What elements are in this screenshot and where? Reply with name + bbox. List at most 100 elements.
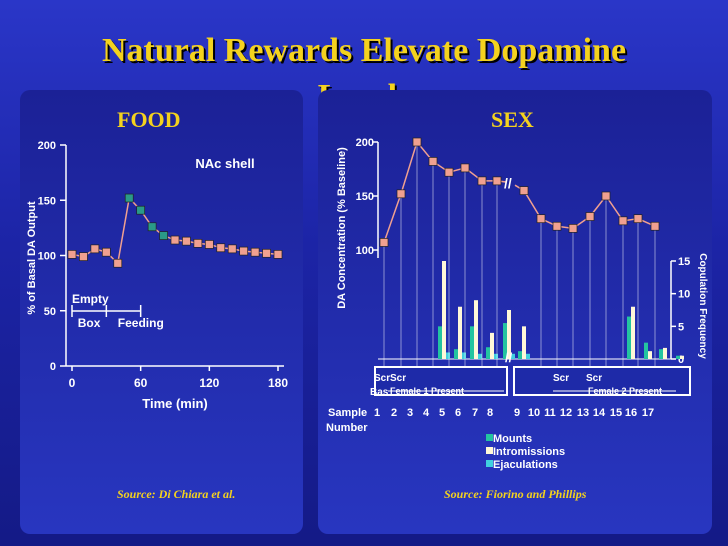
sex-x-tick-label: 3 xyxy=(407,407,413,419)
sex-bar xyxy=(522,326,526,359)
food-annotation: NAc shell xyxy=(195,156,254,171)
sex-bar xyxy=(494,353,498,359)
sex-x-tick-label: 15 xyxy=(610,407,622,419)
sex-bar xyxy=(526,353,530,359)
sex-x-tick-label: 16 xyxy=(625,407,637,419)
sex-data-point xyxy=(379,238,389,247)
food-data-point xyxy=(101,247,111,257)
sex-phase-label: Scr xyxy=(390,373,406,384)
sex-y2-tick-label: 5 xyxy=(678,321,684,333)
sex-subtitle: SEX xyxy=(491,107,534,132)
sex-x-tick-label: 14 xyxy=(593,407,606,419)
food-y-axis-title: % of Basal DA Output xyxy=(26,201,38,315)
sex-x-tick-label: 5 xyxy=(439,407,445,419)
sex-bar xyxy=(442,261,446,359)
sex-bar xyxy=(644,342,648,359)
sex-bar xyxy=(454,349,458,359)
sex-data-point xyxy=(460,163,470,173)
sex-panel xyxy=(318,90,712,534)
sex-x-tick-label: 10 xyxy=(528,407,540,419)
sex-bar xyxy=(474,300,478,359)
sex-x-tick-label: 4 xyxy=(423,407,430,419)
sex-data-point xyxy=(477,176,487,186)
sex-x-tick-label: 13 xyxy=(577,407,589,419)
food-y-tick-label: 150 xyxy=(38,195,56,207)
sex-y2-axis-title: Copulation Frequency xyxy=(697,253,708,359)
food-y-tick-label: 100 xyxy=(38,251,56,263)
sex-y-axis-title: DA Concentration (% Baseline) xyxy=(336,147,348,309)
sex-data-point xyxy=(492,176,502,186)
sex-bar xyxy=(659,349,663,359)
sex-legend-swatch xyxy=(486,460,493,467)
sex-x-tick-label: 12 xyxy=(560,407,572,419)
sex-x-tick-label: 1 xyxy=(374,407,380,419)
sex-phase-label: Scr xyxy=(374,373,390,384)
sex-x-tick-label: 9 xyxy=(514,407,520,419)
food-data-point xyxy=(216,243,226,253)
sex-data-point xyxy=(412,137,422,147)
food-x-axis-title: Time (min) xyxy=(142,396,208,411)
sex-y2-tick-label: 0 xyxy=(678,354,684,366)
sex-bar xyxy=(478,353,482,359)
sex-bar xyxy=(648,351,652,359)
sex-bar xyxy=(462,352,466,359)
sex-data-point xyxy=(633,214,643,224)
sex-source: Source: Fiorino and Phillips xyxy=(444,487,587,501)
sex-axis-break: // xyxy=(505,350,513,365)
sex-legend-label: Ejaculations xyxy=(493,459,558,471)
food-data-point xyxy=(159,231,168,240)
food-subtitle: FOOD xyxy=(117,107,181,132)
sex-phase-label: Bas xyxy=(370,387,389,398)
sex-x-tick-label: 6 xyxy=(455,407,461,419)
sex-x-tick-label: 11 xyxy=(544,407,556,419)
sex-y-tick-label: 200 xyxy=(356,137,374,149)
food-data-point xyxy=(262,248,271,258)
food-data-point xyxy=(204,240,214,249)
sex-data-point xyxy=(536,214,546,224)
sex-bar xyxy=(631,306,635,359)
sex-data-point xyxy=(552,221,562,231)
food-data-point xyxy=(90,244,100,254)
food-data-point xyxy=(170,235,180,245)
food-data-point xyxy=(239,246,249,256)
sex-phase-inner xyxy=(376,368,506,394)
sex-axis-break: // xyxy=(504,175,512,191)
food-phase-label: Feeding xyxy=(118,316,164,330)
sex-legend-label: Intromissions xyxy=(493,446,565,458)
sex-bar xyxy=(438,326,442,359)
food-phase-label: Box xyxy=(78,316,101,330)
food-phase-label: Empty xyxy=(72,292,109,306)
food-data-point xyxy=(227,244,237,254)
food-data-point xyxy=(193,238,203,248)
food-y-tick-label: 50 xyxy=(44,306,56,318)
sex-data-point xyxy=(650,221,660,231)
food-x-tick-label: 0 xyxy=(69,376,76,390)
sex-y-tick-label: 150 xyxy=(356,191,374,203)
sex-data-point xyxy=(444,167,454,177)
food-x-tick-label: 180 xyxy=(268,376,288,390)
sex-x-tick-label: 7 xyxy=(472,407,478,419)
sex-x-axis-title: Sample xyxy=(328,407,367,419)
sex-phase-label: Scr xyxy=(553,373,569,384)
sex-data-point xyxy=(396,189,406,199)
sex-y-tick-label: 100 xyxy=(356,245,374,257)
sex-phase-inner xyxy=(515,368,689,394)
sex-bar xyxy=(680,355,684,359)
sex-x-tick-label: 8 xyxy=(487,407,493,419)
sex-bar xyxy=(511,353,515,359)
food-data-point xyxy=(113,258,123,268)
sex-bar xyxy=(446,352,450,359)
food-panel xyxy=(20,90,303,534)
food-data-point xyxy=(67,250,77,259)
food-source: Source: Di Chiara et al. xyxy=(117,487,236,501)
slide-title-line1: Natural Rewards Elevate Dopamine xyxy=(101,32,627,69)
food-y-tick-label: 200 xyxy=(38,140,56,152)
sex-bar xyxy=(486,347,490,359)
sex-bar xyxy=(507,310,511,359)
food-data-point xyxy=(147,222,157,232)
sex-legend-label: Mounts xyxy=(493,433,532,445)
sex-legend-swatch xyxy=(486,447,493,454)
